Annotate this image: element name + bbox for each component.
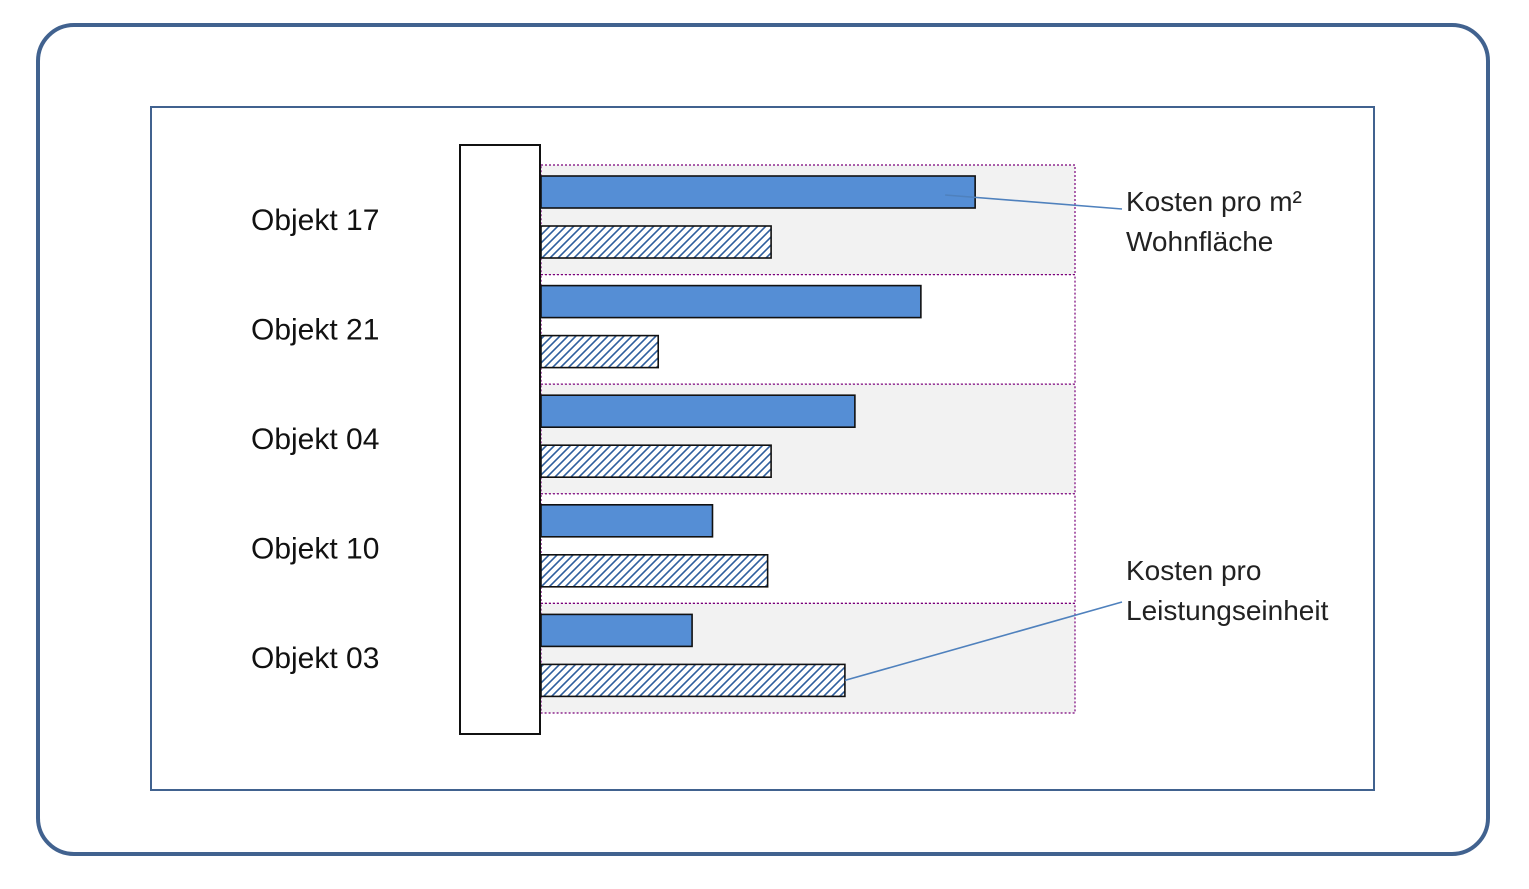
legend-label-kosten-pro-m2: Wohnfläche <box>1126 226 1273 257</box>
axis-block <box>459 144 541 735</box>
category-label: Objekt 21 <box>251 313 379 346</box>
legend: Kosten pro m² Wohnfläche Kosten pro Leistun… <box>844 186 1329 682</box>
bar-kosten-pro-leistungseinheit <box>540 225 772 259</box>
bar-kosten-pro-leistungseinheit <box>540 553 769 588</box>
legend-leader-line <box>844 601 1123 682</box>
legend-label-kosten-pro-leistungseinheit: Leistungseinheit <box>1126 595 1329 626</box>
bars-group <box>540 175 976 698</box>
bar-kosten-pro-m2 <box>540 284 922 319</box>
legend-label-kosten-pro-leistungseinheit: Kosten pro <box>1126 555 1261 586</box>
legend-leader-line <box>945 194 1123 210</box>
bar-kosten-pro-leistungseinheit <box>540 444 772 479</box>
category-label: Objekt 17 <box>251 204 379 237</box>
bar-kosten-pro-m2 <box>540 613 693 648</box>
bar-kosten-pro-m2 <box>540 503 714 538</box>
legend-label-kosten-pro-m2: Kosten pro m² <box>1126 186 1302 217</box>
category-labels: Objekt 17 Objekt 21 Objekt 04 Objekt 10 Obje… <box>251 204 379 675</box>
category-label: Objekt 03 <box>251 642 379 675</box>
category-label: Objekt 04 <box>251 423 379 456</box>
bar-kosten-pro-m2 <box>540 175 976 209</box>
bar-kosten-pro-leistungseinheit <box>540 334 660 369</box>
bar-kosten-pro-m2 <box>540 394 856 429</box>
category-label: Objekt 10 <box>251 533 379 566</box>
bar-kosten-pro-leistungseinheit <box>540 663 846 698</box>
